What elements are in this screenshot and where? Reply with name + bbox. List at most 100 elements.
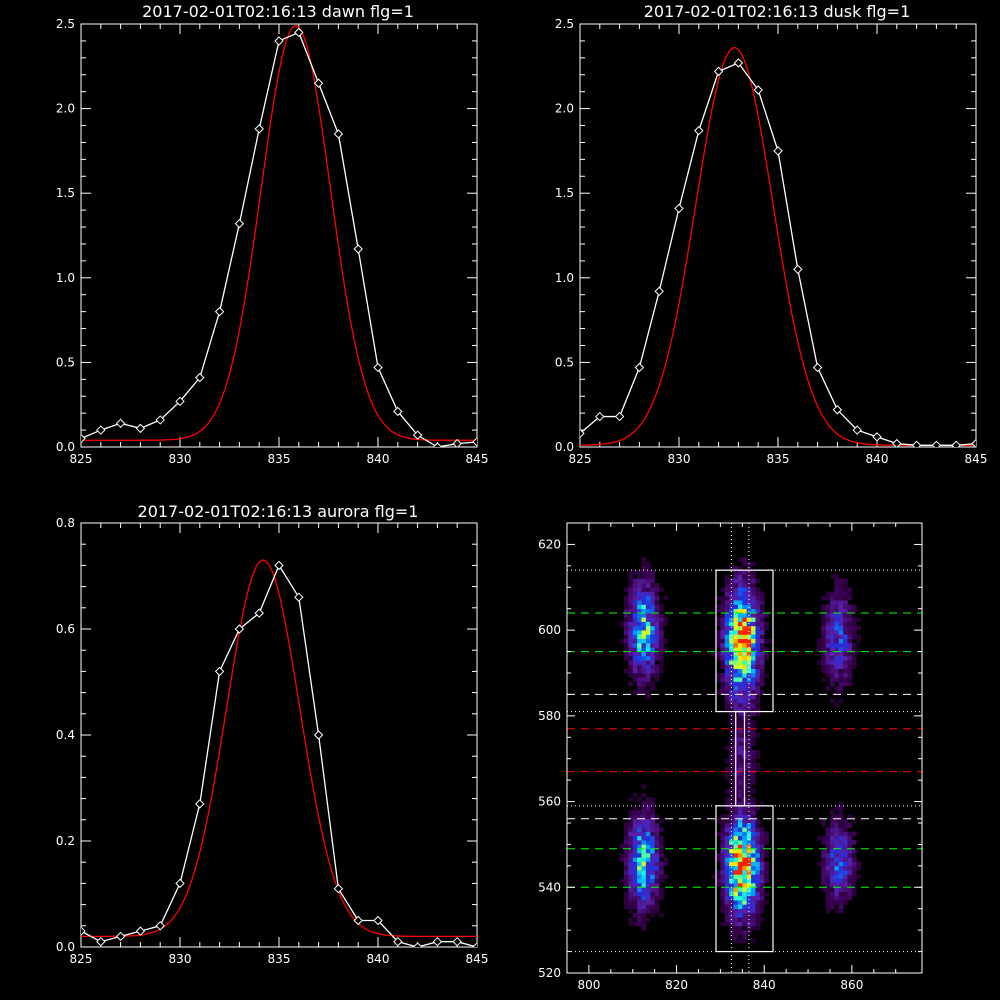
heatmap-cell: [751, 690, 756, 695]
heatmap-cell: [838, 587, 844, 592]
heatmap-cell: [729, 715, 734, 721]
data-point: [733, 58, 744, 68]
heatmap-cell: [847, 883, 853, 888]
heatmap-cell: [628, 887, 634, 892]
heatmap-cell: [663, 857, 669, 862]
heatmap-cell: [847, 831, 853, 837]
heatmap-cell: [825, 874, 831, 880]
heatmap-cell: [628, 578, 634, 584]
heatmap-cell: [720, 630, 726, 635]
data-point: [412, 942, 423, 947]
dusk-plot-title: 2017-02-01T02:16:13 dusk flg=1: [644, 2, 911, 21]
heatmap-cell: [742, 638, 747, 644]
heatmap-cell: [737, 904, 743, 910]
heatmap-cell: [628, 891, 634, 897]
heatmap-cell: [737, 780, 743, 785]
heatmap-cell: [737, 810, 743, 815]
heatmap-cell: [659, 651, 664, 657]
heatmap-cell: [834, 908, 840, 914]
heatmap-cell: [834, 664, 840, 670]
heatmap-cell: [825, 660, 831, 665]
heatmap-cell: [737, 600, 743, 605]
heatmap-cell: [637, 570, 642, 575]
heatmap-cell: [755, 613, 761, 618]
heatmap-cell: [838, 647, 844, 652]
heatmap-cell: [650, 578, 655, 584]
heatmap-cell: [751, 625, 756, 631]
heatmap-cell: [724, 664, 730, 670]
heatmap-cell: [825, 685, 831, 691]
heatmap-cell: [733, 651, 739, 657]
heatmap-cell: [641, 883, 647, 888]
heatmap-cell: [632, 634, 638, 640]
heatmap-cell: [751, 604, 756, 610]
heatmap-cell: [764, 655, 769, 661]
heatmap-cell: [737, 703, 743, 708]
heatmap-cell: [619, 853, 625, 858]
heatmap-cell: [755, 694, 761, 700]
heatmap-cell: [628, 638, 634, 644]
heatmap-cell: [746, 720, 752, 725]
heatmap-cell: [632, 604, 638, 610]
heatmap-cell: [724, 900, 730, 905]
heatmap-cell: [751, 874, 756, 880]
heatmap-cell: [838, 600, 844, 605]
data-point: [931, 440, 942, 447]
heatmap-cell: [654, 600, 660, 605]
heatmap-cell: [724, 818, 730, 824]
heatmap-cell: [742, 587, 747, 592]
heatmap-cell: [737, 664, 743, 670]
heatmap-cell: [825, 891, 831, 897]
heatmap-cell: [742, 647, 747, 652]
heatmap-cell: [711, 651, 717, 657]
heatmap-cell: [759, 621, 765, 627]
heatmap-cell: [829, 677, 835, 682]
heatmap-cell: [838, 625, 844, 631]
heatmap-cell: [729, 660, 734, 665]
heatmap-cell: [654, 831, 660, 837]
heatmap-cell: [759, 651, 765, 657]
heatmap-cell: [755, 865, 761, 871]
heatmap-cell: [733, 891, 739, 897]
heatmap-cell: [632, 673, 638, 678]
heatmap-cell: [724, 853, 730, 858]
heatmap-cell: [650, 895, 655, 901]
heatmap-cell: [628, 853, 634, 858]
heatmap-cell: [729, 643, 734, 648]
heatmap-cell: [755, 827, 761, 832]
heatmap-cell: [834, 578, 840, 584]
heatmap-cell: [825, 827, 831, 832]
heatmap-cell: [724, 835, 730, 841]
heatmap-cell: [737, 690, 743, 695]
heatmap-cell: [746, 784, 752, 790]
heatmap-cell: [851, 664, 857, 670]
heatmap-cell: [729, 827, 734, 832]
heatmap-cell: [737, 848, 743, 854]
heatmap-cell: [737, 595, 743, 601]
heatmap-cell: [729, 780, 734, 785]
heatmap-cell: [746, 745, 752, 751]
y-tick-label: 0.5: [56, 355, 75, 369]
data-point: [96, 936, 106, 947]
heatmap-cell: [737, 874, 743, 880]
heatmap-cell: [843, 831, 848, 837]
heatmap-cell: [847, 857, 853, 862]
heatmap-cell: [650, 853, 655, 858]
heatmap-cell: [729, 578, 734, 584]
heatmap-cell: [663, 861, 669, 867]
heatmap-cell: [645, 617, 651, 622]
heatmap-cell: [641, 570, 647, 575]
heatmap-cell: [764, 874, 769, 880]
heatmap-cell: [825, 617, 831, 622]
heatmap-cell: [759, 634, 765, 640]
heatmap-cell: [637, 660, 642, 665]
heatmap-cell: [751, 647, 756, 652]
heatmap-cell: [645, 604, 651, 610]
heatmap-cell: [755, 874, 761, 880]
heatmap-cell: [746, 827, 752, 832]
heatmap-cell: [645, 643, 651, 648]
heatmap-cell: [645, 578, 651, 584]
heatmap-cell: [650, 891, 655, 897]
heatmap-cell: [851, 651, 857, 657]
y-tick-label: 0.0: [56, 940, 75, 954]
